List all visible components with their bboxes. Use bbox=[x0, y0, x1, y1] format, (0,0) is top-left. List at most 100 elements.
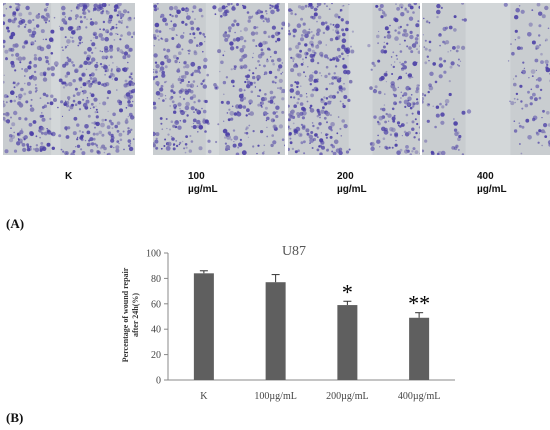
stained-cell bbox=[332, 144, 334, 146]
stained-cell bbox=[36, 14, 41, 19]
stained-cell bbox=[128, 116, 130, 118]
stained-cell bbox=[42, 106, 45, 109]
stained-cell bbox=[514, 120, 516, 122]
stained-cell bbox=[77, 26, 82, 31]
stained-cell bbox=[408, 46, 412, 50]
stained-cell bbox=[111, 134, 114, 137]
stained-cell bbox=[238, 143, 242, 147]
stained-cell bbox=[172, 83, 173, 84]
stained-cell bbox=[440, 112, 444, 116]
stained-cell bbox=[302, 125, 305, 128]
stained-cell bbox=[343, 87, 346, 90]
stained-cell bbox=[164, 56, 166, 58]
stained-cell bbox=[194, 18, 195, 19]
stained-cell bbox=[24, 75, 26, 77]
stained-cell bbox=[272, 140, 276, 144]
stained-cell bbox=[424, 61, 427, 64]
stained-cell bbox=[399, 44, 400, 45]
stained-cell bbox=[346, 150, 349, 153]
stained-cell bbox=[271, 134, 274, 137]
stained-cell bbox=[534, 97, 538, 101]
stained-cell bbox=[52, 41, 54, 43]
stained-cell bbox=[111, 48, 113, 50]
stained-cell bbox=[398, 125, 400, 127]
stained-cell bbox=[290, 96, 292, 98]
stained-cell bbox=[230, 118, 233, 121]
stained-cell bbox=[71, 61, 74, 64]
stained-cell bbox=[325, 112, 330, 117]
stained-cell bbox=[178, 51, 182, 55]
stained-cell bbox=[257, 95, 259, 97]
stained-cell bbox=[270, 5, 271, 6]
stained-cell bbox=[299, 94, 302, 97]
stained-cell bbox=[103, 64, 105, 66]
stained-cell bbox=[45, 22, 47, 24]
stained-cell bbox=[464, 18, 467, 21]
stained-cell bbox=[160, 38, 162, 40]
stained-cell bbox=[154, 140, 158, 144]
stained-cell bbox=[270, 144, 273, 147]
stained-cell bbox=[539, 44, 541, 46]
stained-cell bbox=[196, 121, 199, 124]
stained-cell bbox=[462, 111, 466, 115]
stained-cell bbox=[18, 117, 21, 120]
stained-cell bbox=[311, 45, 314, 48]
wound-repair-bar-chart: U87 Percentage of wound repair after 24h… bbox=[90, 232, 470, 412]
stained-cell bbox=[193, 101, 195, 103]
stained-cell bbox=[391, 56, 393, 58]
stained-cell bbox=[61, 6, 66, 11]
stained-cell bbox=[48, 63, 50, 65]
stained-cell bbox=[291, 110, 295, 114]
stained-cell bbox=[408, 73, 412, 77]
stained-cell bbox=[50, 66, 55, 71]
stained-cell bbox=[46, 60, 49, 63]
stained-cell bbox=[28, 12, 32, 16]
stained-cell bbox=[457, 131, 460, 134]
stained-cell bbox=[185, 23, 188, 26]
stained-cell bbox=[186, 84, 189, 87]
stained-cell bbox=[87, 47, 92, 52]
stained-cell bbox=[75, 14, 79, 18]
stained-cell bbox=[259, 64, 261, 66]
stained-cell bbox=[99, 103, 100, 104]
stained-cell bbox=[334, 13, 338, 17]
stained-cell bbox=[87, 9, 89, 11]
stained-cell bbox=[428, 91, 430, 93]
stained-cell bbox=[181, 112, 183, 114]
stained-cell bbox=[276, 8, 279, 11]
stained-cell bbox=[335, 65, 337, 67]
stained-cell bbox=[29, 34, 32, 37]
stained-cell bbox=[176, 145, 178, 147]
stained-cell bbox=[384, 104, 385, 105]
stained-cell bbox=[282, 72, 283, 73]
stained-cell bbox=[436, 114, 440, 118]
stained-cell bbox=[314, 12, 318, 16]
stained-cell bbox=[293, 29, 297, 33]
stained-cell bbox=[246, 108, 250, 112]
stained-cell bbox=[409, 35, 413, 39]
stained-cell bbox=[228, 109, 230, 111]
stained-cell bbox=[87, 131, 91, 135]
panel-label-200-line2: µg/mL bbox=[337, 183, 367, 196]
stained-cell bbox=[66, 153, 68, 155]
stained-cell bbox=[290, 88, 295, 93]
stained-cell bbox=[455, 145, 458, 148]
stained-cell bbox=[341, 135, 343, 137]
stained-cell bbox=[544, 131, 546, 133]
stained-cell bbox=[542, 14, 546, 18]
stained-cell bbox=[170, 20, 172, 22]
stained-cell bbox=[204, 36, 206, 38]
y-tick-label: 80 bbox=[151, 274, 161, 285]
y-tick-label: 0 bbox=[156, 376, 161, 387]
stained-cell bbox=[297, 98, 299, 100]
stained-cell bbox=[324, 75, 327, 78]
stained-cell bbox=[231, 23, 235, 27]
stained-cell bbox=[511, 52, 515, 56]
stained-cell bbox=[199, 123, 201, 125]
stained-cell bbox=[42, 115, 45, 118]
stained-cell bbox=[108, 20, 112, 24]
stained-cell bbox=[167, 59, 172, 64]
stained-cell bbox=[117, 130, 120, 133]
stained-cell bbox=[160, 61, 164, 65]
stained-cell bbox=[517, 36, 520, 39]
